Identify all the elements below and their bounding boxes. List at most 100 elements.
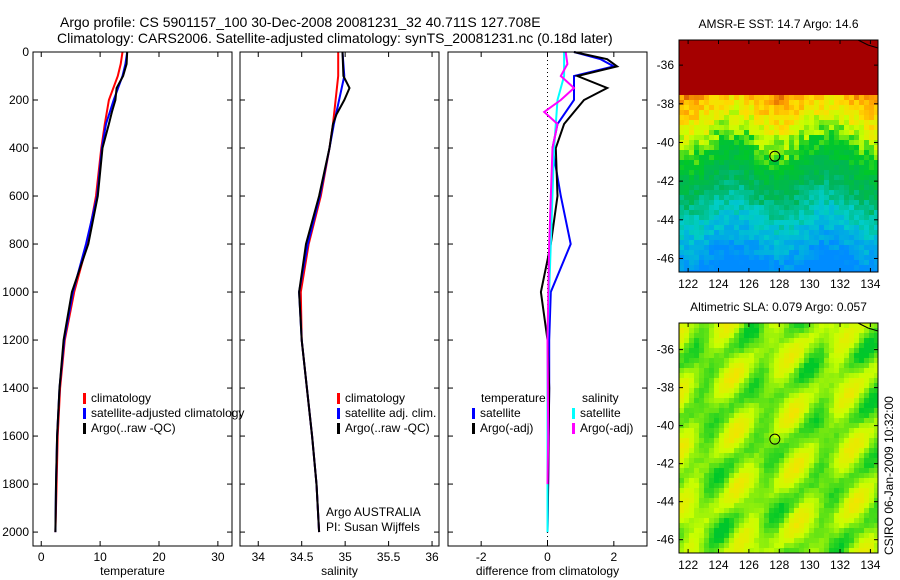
sst-cell xyxy=(684,170,689,175)
sst-cell xyxy=(829,125,834,130)
sst-cell xyxy=(694,130,699,135)
sla-cell xyxy=(684,518,689,523)
sst-cell xyxy=(724,255,729,260)
sla-cell xyxy=(839,513,844,518)
sla-cell xyxy=(809,328,814,333)
sla-cell xyxy=(829,503,834,508)
sst-cell xyxy=(744,115,749,120)
sst-cell xyxy=(724,70,729,75)
sst-cell xyxy=(789,245,794,250)
series-line-argo-raw-qc- xyxy=(298,51,351,533)
sst-cell xyxy=(844,95,849,100)
sst-cell xyxy=(829,145,834,150)
sla-cell xyxy=(824,468,829,473)
sst-cell xyxy=(729,175,734,180)
sla-cell xyxy=(849,353,854,358)
sst-cell xyxy=(709,130,714,135)
sst-cell xyxy=(854,155,859,160)
sla-cell xyxy=(844,448,849,453)
sla-cell xyxy=(679,433,684,438)
sst-cell xyxy=(784,205,789,210)
sla-cell xyxy=(694,388,699,393)
sla-cell xyxy=(714,378,719,383)
sst-cell xyxy=(714,80,719,85)
sst-cell xyxy=(689,155,694,160)
sla-cell xyxy=(724,398,729,403)
sst-cell xyxy=(779,205,784,210)
sst-cell xyxy=(764,55,769,60)
sst-cell xyxy=(774,205,779,210)
sla-cell xyxy=(784,493,789,498)
sla-cell xyxy=(849,543,854,548)
sst-cell xyxy=(774,235,779,240)
sla-cell xyxy=(854,533,859,538)
sst-cell xyxy=(769,95,774,100)
sst-cell xyxy=(714,150,719,155)
sst-cell xyxy=(809,265,814,270)
sla-cell xyxy=(709,473,714,478)
sst-cell xyxy=(834,45,839,50)
sla-cell xyxy=(854,453,859,458)
sst-cell xyxy=(874,170,878,175)
sst-cell xyxy=(719,270,724,272)
sla-cell xyxy=(824,358,829,363)
sla-cell xyxy=(764,473,769,478)
sst-cell xyxy=(694,165,699,170)
sst-cell xyxy=(719,165,724,170)
sla-cell xyxy=(729,433,734,438)
sst-cell xyxy=(774,40,779,45)
sla-cell xyxy=(789,423,794,428)
sst-cell xyxy=(869,210,874,215)
legend-swatch xyxy=(572,423,575,434)
sst-cell xyxy=(744,150,749,155)
sla-cell xyxy=(784,338,789,343)
sst-cell xyxy=(714,210,719,215)
sla-cell xyxy=(789,493,794,498)
sla-cell xyxy=(769,413,774,418)
sla-cell xyxy=(749,373,754,378)
sla-cell xyxy=(754,513,759,518)
sla-cell xyxy=(734,468,739,473)
sla-cell xyxy=(834,488,839,493)
sla-cell xyxy=(849,443,854,448)
sla-cell xyxy=(864,468,869,473)
sst-cell xyxy=(704,95,709,100)
sla-cell xyxy=(769,333,774,338)
sla-cell xyxy=(689,438,694,443)
sst-cell xyxy=(684,120,689,125)
sst-cell xyxy=(729,55,734,60)
sla-cell xyxy=(684,373,689,378)
sla-cell xyxy=(694,413,699,418)
sla-cell xyxy=(769,473,774,478)
sla-cell xyxy=(729,338,734,343)
sla-cell xyxy=(719,358,724,363)
sst-cell xyxy=(804,210,809,215)
sst-cell xyxy=(709,155,714,160)
sst-cell xyxy=(804,40,809,45)
sla-cell xyxy=(799,518,804,523)
sst-cell xyxy=(829,200,834,205)
sla-cell xyxy=(809,458,814,463)
sst-cell xyxy=(849,230,854,235)
sla-cell xyxy=(709,403,714,408)
legend-swatch xyxy=(337,423,340,434)
sst-cell xyxy=(754,125,759,130)
sst-cell xyxy=(749,250,754,255)
sla-cell xyxy=(854,333,859,338)
sst-cell xyxy=(859,115,864,120)
sla-cell xyxy=(844,493,849,498)
sst-cell xyxy=(774,100,779,105)
sla-cell xyxy=(779,463,784,468)
sst-cell xyxy=(849,185,854,190)
sla-cell xyxy=(804,398,809,403)
sla-cell xyxy=(809,423,814,428)
sla-cell xyxy=(749,483,754,488)
sst-cell xyxy=(689,170,694,175)
sst-cell xyxy=(734,45,739,50)
sst-cell xyxy=(839,225,844,230)
sst-cell xyxy=(859,140,864,145)
sst-cell xyxy=(679,40,684,45)
sst-cell xyxy=(774,175,779,180)
sst-cell xyxy=(694,95,699,100)
sla-cell xyxy=(724,478,729,483)
